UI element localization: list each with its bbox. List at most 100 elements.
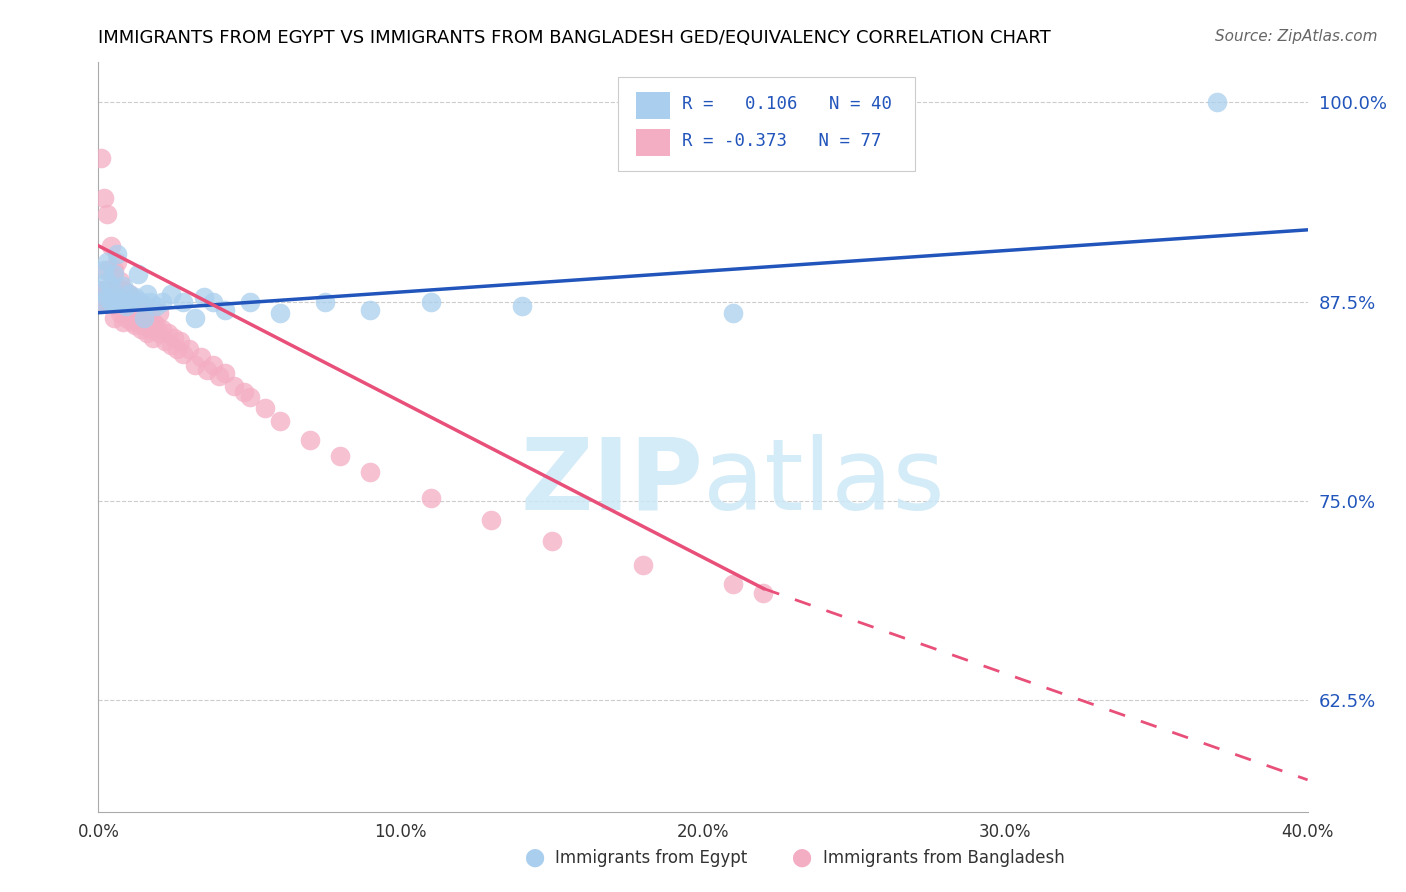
Point xyxy=(156,326,179,341)
Point xyxy=(127,315,149,329)
Point xyxy=(148,306,170,320)
Text: atlas: atlas xyxy=(703,434,945,531)
Point xyxy=(103,310,125,325)
Point xyxy=(163,331,186,345)
Point xyxy=(190,351,212,365)
FancyBboxPatch shape xyxy=(619,78,915,171)
Point xyxy=(93,294,115,309)
Point xyxy=(481,513,503,527)
Point xyxy=(179,343,201,357)
Point xyxy=(253,401,276,416)
Point xyxy=(510,299,533,313)
Point xyxy=(193,290,215,304)
Text: ⬤: ⬤ xyxy=(792,849,811,867)
Point xyxy=(105,254,128,268)
Point xyxy=(132,310,155,325)
Point xyxy=(202,294,225,309)
Point xyxy=(124,299,146,313)
Point xyxy=(93,294,115,309)
Point xyxy=(172,294,194,309)
Point xyxy=(145,299,167,313)
Point xyxy=(96,290,118,304)
Point xyxy=(420,294,443,309)
Point xyxy=(135,326,157,341)
Point xyxy=(121,294,143,309)
FancyBboxPatch shape xyxy=(637,92,671,119)
Point xyxy=(108,294,131,309)
Point xyxy=(232,385,254,400)
Point xyxy=(111,299,134,313)
Point xyxy=(540,533,562,548)
Point xyxy=(135,310,157,325)
Point xyxy=(121,294,143,309)
Point xyxy=(129,294,152,309)
Text: Immigrants from Egypt: Immigrants from Egypt xyxy=(555,849,748,867)
Point xyxy=(118,286,141,301)
Point xyxy=(111,278,134,293)
Point xyxy=(214,367,236,381)
Point xyxy=(103,294,125,309)
Point xyxy=(139,306,162,320)
Point xyxy=(108,274,131,288)
Point xyxy=(121,315,143,329)
Point xyxy=(239,294,262,309)
Point xyxy=(90,294,112,309)
Point xyxy=(1206,95,1229,110)
Point xyxy=(111,284,134,298)
Point xyxy=(129,302,152,317)
Point xyxy=(96,254,118,268)
Point xyxy=(135,286,157,301)
Point xyxy=(105,290,128,304)
Point xyxy=(202,359,225,373)
Point xyxy=(723,576,745,591)
Point xyxy=(111,294,134,309)
Point xyxy=(132,318,155,333)
Point xyxy=(150,294,173,309)
Point xyxy=(145,318,167,333)
Point xyxy=(420,491,443,505)
Point xyxy=(100,239,122,253)
Point xyxy=(124,290,146,304)
Point xyxy=(139,321,162,335)
Point xyxy=(214,302,236,317)
Point xyxy=(103,284,125,298)
Point xyxy=(360,302,382,317)
Point xyxy=(360,465,382,479)
Point xyxy=(96,207,118,221)
Point xyxy=(160,286,183,301)
Text: Source: ZipAtlas.com: Source: ZipAtlas.com xyxy=(1215,29,1378,44)
Point xyxy=(195,363,218,377)
Text: ⬤: ⬤ xyxy=(524,849,544,867)
Point xyxy=(224,379,246,393)
Point xyxy=(166,343,188,357)
Point xyxy=(127,294,149,309)
Point xyxy=(269,414,291,428)
Point xyxy=(108,306,131,320)
Text: R = -0.373   N = 77: R = -0.373 N = 77 xyxy=(682,132,882,150)
Point xyxy=(100,294,122,309)
Point xyxy=(142,315,165,329)
Point xyxy=(169,334,191,349)
Point xyxy=(142,331,165,345)
Point xyxy=(153,334,176,349)
Point xyxy=(299,434,322,448)
Point xyxy=(96,274,118,288)
Text: ZIP: ZIP xyxy=(520,434,703,531)
FancyBboxPatch shape xyxy=(637,129,671,156)
Point xyxy=(108,290,131,304)
Point xyxy=(752,586,775,600)
Point xyxy=(208,369,231,384)
Point xyxy=(148,326,170,341)
Point xyxy=(132,299,155,313)
Point xyxy=(90,284,112,298)
Point xyxy=(118,286,141,301)
Point xyxy=(105,246,128,260)
Point xyxy=(103,268,125,282)
Text: IMMIGRANTS FROM EGYPT VS IMMIGRANTS FROM BANGLADESH GED/EQUIVALENCY CORRELATION : IMMIGRANTS FROM EGYPT VS IMMIGRANTS FROM… xyxy=(98,29,1052,46)
Point xyxy=(118,302,141,317)
Point xyxy=(114,310,136,325)
Point xyxy=(90,151,112,165)
Point xyxy=(172,347,194,361)
Point xyxy=(723,306,745,320)
Point xyxy=(100,294,122,309)
